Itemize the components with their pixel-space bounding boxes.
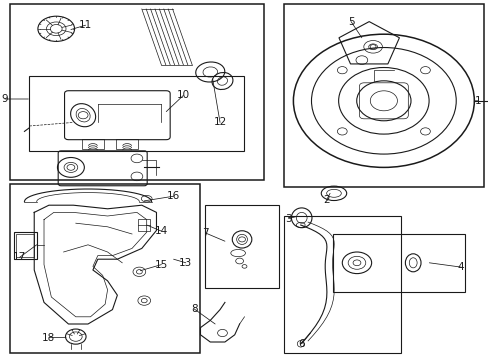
Text: 5: 5 (347, 17, 354, 27)
Text: 2: 2 (323, 195, 329, 205)
Text: 17: 17 (13, 252, 26, 262)
Bar (10, 184, 200, 353)
Text: 11: 11 (79, 20, 92, 30)
Text: 3: 3 (285, 213, 291, 224)
Bar (283, 4, 483, 187)
Bar (29, 76, 244, 151)
Text: 10: 10 (177, 90, 189, 100)
Text: 13: 13 (179, 258, 192, 268)
Bar (332, 234, 464, 292)
Text: 15: 15 (154, 260, 168, 270)
Bar (283, 216, 400, 353)
Bar (14, 232, 37, 259)
Text: 14: 14 (154, 226, 168, 236)
Text: 7: 7 (202, 228, 208, 238)
Bar (116, 139, 138, 149)
Text: 16: 16 (166, 191, 180, 201)
Text: 1: 1 (474, 96, 481, 106)
Text: 9: 9 (1, 94, 8, 104)
Text: 8: 8 (190, 304, 197, 314)
Bar (10, 4, 264, 180)
Text: 6: 6 (298, 339, 305, 349)
Text: 12: 12 (213, 117, 226, 127)
Bar (82, 139, 103, 149)
Bar (205, 205, 278, 288)
Bar (16, 234, 34, 257)
Bar (138, 219, 150, 231)
Text: 18: 18 (42, 333, 56, 343)
Text: 4: 4 (457, 262, 464, 272)
